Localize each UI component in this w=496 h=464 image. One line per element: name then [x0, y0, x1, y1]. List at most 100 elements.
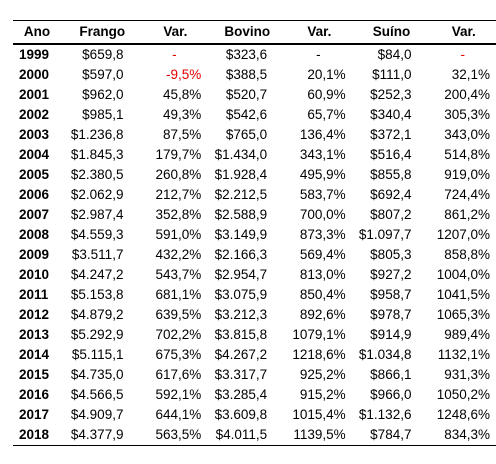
- cell-suino-var: 32,1%: [451, 66, 490, 82]
- cell-frango: $962,0: [82, 86, 124, 102]
- cell-frango-var: -: [172, 46, 177, 62]
- cell-year: 2011: [19, 286, 49, 302]
- cell-bovino: $4.267,2: [214, 346, 268, 362]
- table-body: 1999 $659,8 - $323,6 - $84,0 - 2000 $597,0 -9,5% $…: [13, 44, 496, 446]
- cell-bovino-var: 20,1%: [307, 66, 346, 82]
- cell-bovino-var: 1079,1%: [292, 326, 346, 342]
- cell-bovino-var: 65,7%: [307, 106, 346, 122]
- cell-frango-var: 260,8%: [155, 166, 202, 182]
- cell-bovino-var: 813,0%: [299, 266, 346, 282]
- cell-suino: $372,1: [370, 126, 412, 142]
- cell-suino: $927,2: [370, 266, 412, 282]
- cell-year: 2009: [19, 246, 50, 262]
- cell-suino-var: 514,8%: [444, 146, 490, 162]
- cell-bovino: $520,7: [225, 86, 268, 102]
- cell-suino-var: 343,0%: [444, 126, 490, 142]
- cell-bovino: $3.609,8: [214, 406, 268, 422]
- cell-year: 2002: [19, 106, 50, 122]
- cell-frango-var: 675,3%: [155, 346, 202, 362]
- table-row: 2018 $4.377,9 563,5% $4.011,5 1139,5% $784,7 8…: [13, 424, 496, 446]
- cell-suino: $84,0: [377, 46, 412, 62]
- cell-year: 2013: [19, 326, 50, 342]
- cell-bovino: $3.815,8: [214, 326, 268, 342]
- column-header-frango-var: Var.: [143, 20, 208, 45]
- cell-year: 2006: [19, 186, 50, 202]
- cell-bovino: $1.434,0: [214, 146, 268, 162]
- table-row: 2005 $2.380,5 260,8% $1.928,4 495,9% $855,8 91…: [13, 165, 496, 185]
- cell-suino-var: 1065,3%: [436, 306, 490, 322]
- cell-year: 2004: [19, 146, 50, 162]
- cell-frango: $4.566,5: [70, 386, 124, 402]
- cell-suino: $340,4: [370, 106, 412, 122]
- cell-year: 2007: [19, 206, 50, 222]
- column-header-bovino-var: Var.: [287, 20, 352, 45]
- cell-suino: $1.132,6: [358, 406, 412, 422]
- cell-bovino: $765,0: [225, 126, 268, 142]
- cell-frango-var: 591,0%: [155, 226, 202, 242]
- cell-frango-var: 49,3%: [163, 106, 202, 122]
- cell-bovino-var: 1218,6%: [292, 346, 346, 362]
- cell-suino: $966,0: [370, 386, 412, 402]
- cell-frango: $5.153,8: [70, 286, 124, 302]
- cell-suino-var: 1207,0%: [436, 226, 490, 242]
- cell-suino-var: 834,3%: [431, 424, 496, 446]
- cell-year: 2000: [19, 66, 50, 82]
- cell-frango: $5.292,9: [70, 326, 124, 342]
- cell-frango: $4.247,2: [70, 266, 124, 282]
- cell-year: 2008: [19, 226, 50, 242]
- cell-frango: $4.735,0: [70, 366, 124, 382]
- cell-frango: $4.377,9: [60, 424, 144, 446]
- cell-suino-var: 989,4%: [444, 326, 490, 342]
- cell-bovino: $2.212,5: [214, 186, 268, 202]
- table-row: 2008 $4.559,3 591,0% $3.149,9 873,3% $1.097,7…: [13, 225, 496, 245]
- export-price-table: Ano Frango Var. Bovino Var. Suíno Var. 1…: [13, 20, 496, 446]
- cell-suino: $807,2: [370, 206, 412, 222]
- table-row: 2015 $4.735,0 617,6% $3.317,7 925,2% $866,1 93…: [13, 365, 496, 385]
- cell-year: 2014: [19, 346, 50, 362]
- cell-bovino: $2.954,7: [214, 266, 268, 282]
- cell-bovino: $3.149,9: [214, 226, 268, 242]
- cell-bovino-var: 873,3%: [299, 226, 346, 242]
- cell-suino-var: 724,4%: [444, 186, 490, 202]
- cell-frango-var: 179,7%: [155, 146, 202, 162]
- column-header-bovino: Bovino: [207, 20, 288, 45]
- table-row: 2007 $2.987,4 352,8% $2.588,9 700,0% $807,2 86…: [13, 205, 496, 225]
- cell-frango-var: 45,8%: [163, 86, 202, 102]
- cell-suino: $958,7: [370, 286, 412, 302]
- cell-bovino-var: 583,7%: [299, 186, 346, 202]
- cell-suino: $252,3: [370, 86, 412, 102]
- cell-frango-var: 702,2%: [155, 326, 202, 342]
- cell-year: 2012: [19, 306, 50, 322]
- cell-frango-var: 352,8%: [155, 206, 202, 222]
- cell-bovino-var: 915,2%: [299, 386, 346, 402]
- cell-bovino: $323,6: [225, 46, 268, 62]
- table-row: 2001 $962,0 45,8% $520,7 60,9% $252,3 200,4%: [13, 85, 496, 105]
- cell-bovino-var: 495,9%: [299, 166, 346, 182]
- table-row: 2006 $2.062,9 212,7% $2.212,5 583,7% $692,4 72…: [13, 185, 496, 205]
- cell-frango-var: 592,1%: [155, 386, 202, 402]
- cell-frango-var: 432,2%: [155, 246, 202, 262]
- cell-suino-var: 1004,0%: [436, 266, 490, 282]
- cell-bovino: $2.166,3: [214, 246, 268, 262]
- cell-bovino: $3.285,4: [214, 386, 268, 402]
- cell-suino: $855,8: [370, 166, 412, 182]
- table-row: 2011 $5.153,8 681,1% $3.075,9 850,4% $958,7 10…: [13, 285, 496, 305]
- table-row: 2003 $1.236,8 87,5% $765,0 136,4% $372,1 343,0…: [13, 125, 496, 145]
- cell-suino: $914,9: [370, 326, 412, 342]
- table-row: 2013 $5.292,9 702,2% $3.815,8 1079,1% $914,9 9…: [13, 325, 496, 345]
- table-row: 2017 $4.909,7 644,1% $3.609,8 1015,4% $1.132,…: [13, 405, 496, 425]
- cell-suino: $978,7: [370, 306, 412, 322]
- table-row: 2000 $597,0 -9,5% $388,5 20,1% $111,0 32,1%: [13, 65, 496, 85]
- table-row: 2014 $5.115,1 675,3% $4.267,2 1218,6% $1.034,…: [13, 345, 496, 365]
- cell-frango: $597,0: [82, 66, 124, 82]
- cell-suino-var: 305,3%: [444, 106, 490, 122]
- cell-bovino-var: 1015,4%: [292, 406, 346, 422]
- cell-frango-var: 644,1%: [155, 406, 202, 422]
- cell-suino: $111,0: [372, 66, 412, 82]
- cell-bovino-var: 343,1%: [299, 146, 346, 162]
- cell-frango: $3.511,7: [71, 246, 124, 262]
- cell-bovino-var: 60,9%: [307, 86, 346, 102]
- cell-year: 2015: [19, 366, 50, 382]
- cell-frango: $659,8: [82, 46, 124, 62]
- cell-frango: $1.845,3: [70, 146, 124, 162]
